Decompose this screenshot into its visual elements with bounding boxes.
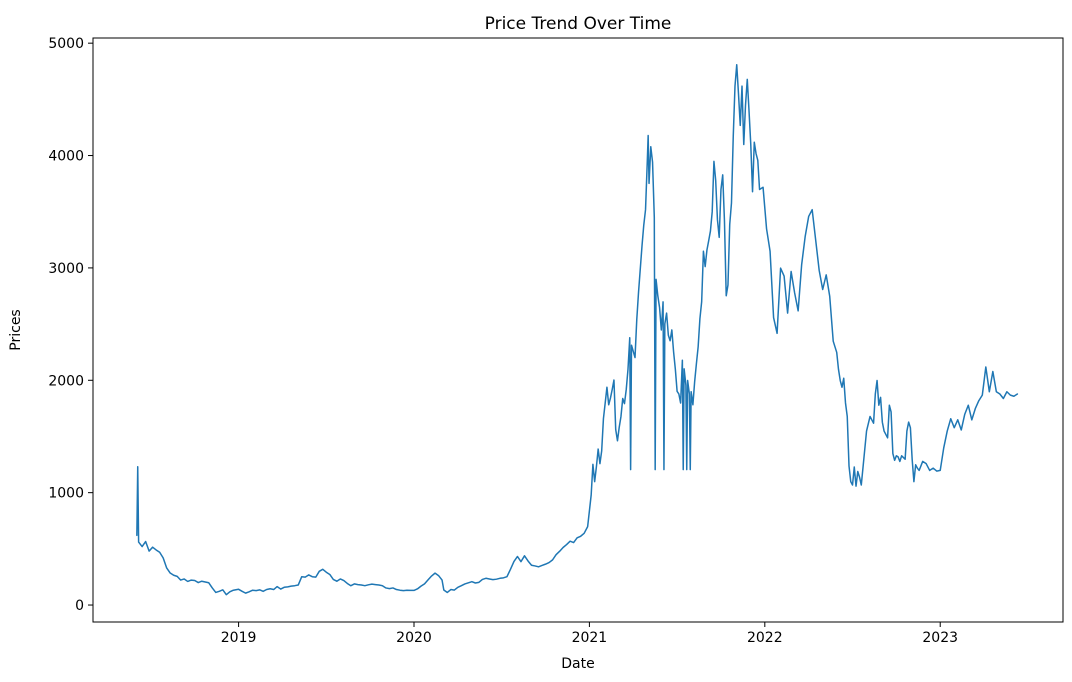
chart-title: Price Trend Over Time: [485, 14, 672, 34]
plot-area: 2019 2020 2021 2022 2023 0 1000 2000 3000 4000 500…: [48, 36, 1064, 646]
x-tick-label: 2023: [922, 630, 958, 646]
y-tick-label: 1000: [48, 486, 84, 502]
x-tick-label: 2019: [221, 630, 257, 646]
y-tick-label: 0: [75, 598, 84, 614]
axes-spines: [92, 37, 1064, 623]
y-tick-label: 4000: [48, 149, 84, 165]
x-axis-label: Date: [561, 656, 594, 672]
y-tick-label: 2000: [48, 373, 84, 389]
y-tick-label: 5000: [48, 36, 84, 52]
x-tick-label: 2021: [572, 630, 608, 646]
y-tick-label: 3000: [48, 261, 84, 277]
x-tick-label: 2022: [747, 630, 783, 646]
y-axis-label: Prices: [8, 309, 24, 350]
x-tick-label: 2020: [396, 630, 432, 646]
price-series-line: [136, 63, 1019, 596]
